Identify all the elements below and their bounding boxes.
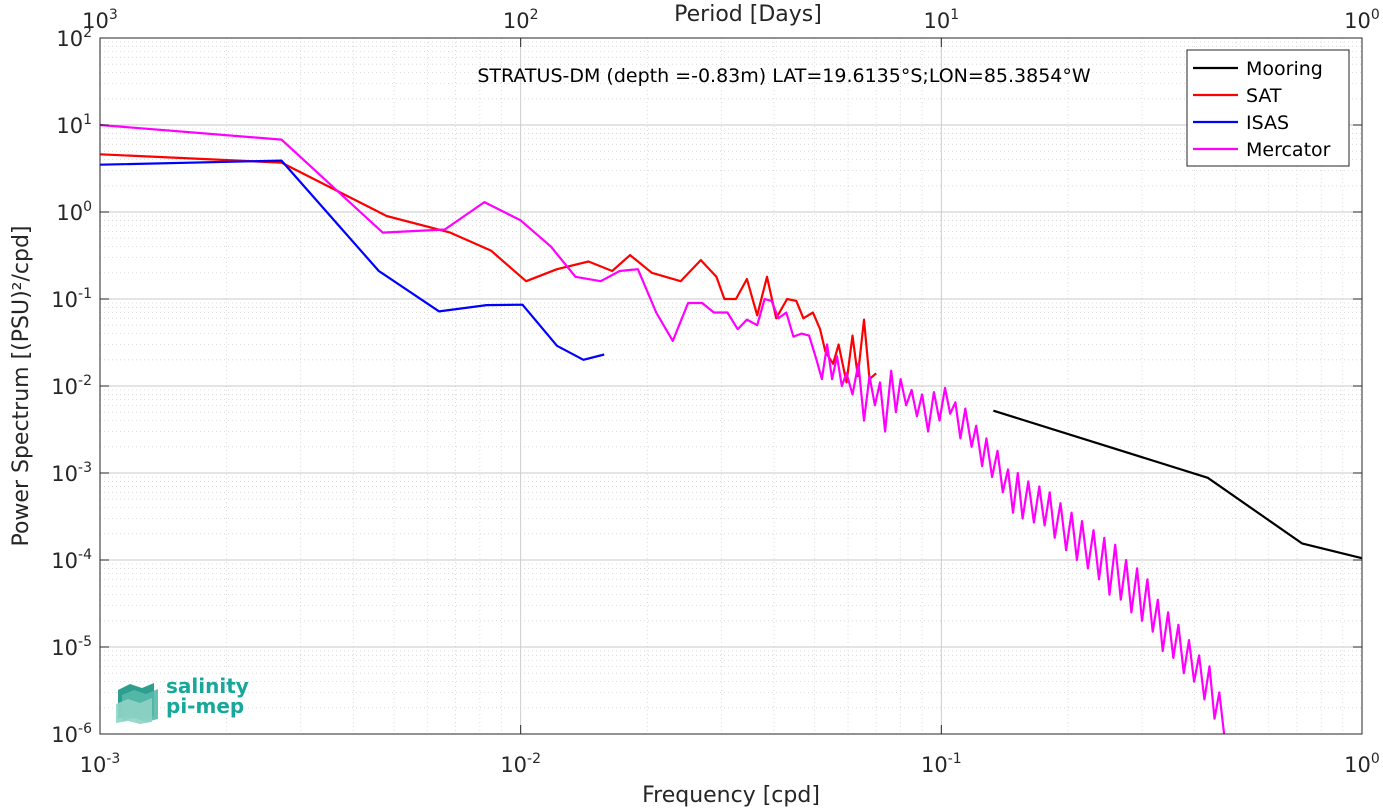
logo-line2: pi-mep bbox=[166, 694, 244, 718]
x-tick-label: 10-1 bbox=[921, 751, 962, 777]
x2-tick-label: 100 bbox=[1344, 7, 1380, 33]
x2-tick-label: 102 bbox=[503, 7, 539, 33]
y-tick-label: 102 bbox=[56, 25, 92, 51]
legend: Mooring SAT ISAS Mercator bbox=[1186, 49, 1350, 167]
x-tick-label: 10-2 bbox=[500, 751, 541, 777]
x-axis-label: Frequency [cpd] bbox=[642, 783, 820, 808]
legend-box bbox=[1186, 49, 1350, 167]
y-tick-label: 10-6 bbox=[51, 721, 92, 747]
legend-label-mooring: Mooring bbox=[1246, 58, 1323, 80]
series-line-mooring bbox=[993, 409, 1363, 560]
y-tick-label: 100 bbox=[56, 199, 92, 225]
series-line-isas bbox=[99, 159, 605, 361]
top-axis-label: Period [Days] bbox=[674, 2, 822, 27]
y-tick-label: 10-5 bbox=[51, 634, 92, 660]
x-tick-label: 100 bbox=[1344, 751, 1380, 777]
legend-label-sat: SAT bbox=[1246, 85, 1282, 107]
x2-tick-label: 101 bbox=[924, 7, 960, 33]
y-tick-label: 10-1 bbox=[51, 286, 92, 312]
tick-marks bbox=[99, 37, 1363, 735]
series-line-sat bbox=[99, 153, 877, 384]
y-tick-label: 10-2 bbox=[51, 373, 92, 399]
x-tick-label: 10-3 bbox=[80, 751, 121, 777]
series-line-mercator bbox=[99, 123, 1226, 735]
legend-label-mercator: Mercator bbox=[1246, 139, 1331, 161]
legend-label-isas: ISAS bbox=[1246, 112, 1289, 134]
y-tick-label: 10-4 bbox=[51, 547, 92, 573]
salinity-pi-mep-logo: salinity pi-mep bbox=[116, 674, 249, 724]
y-tick-label: 101 bbox=[56, 112, 92, 138]
y-axis-label: Power Spectrum [(PSU)²/cpd] bbox=[9, 225, 34, 546]
x2-tick-label: 103 bbox=[82, 7, 118, 33]
wave-logo-icon bbox=[116, 683, 158, 724]
logo-line1: salinity bbox=[166, 674, 249, 698]
y-tick-label: 10-3 bbox=[51, 460, 92, 486]
chart-title: STRATUS-DM (depth =-0.83m) LAT=19.6135°S… bbox=[477, 65, 1091, 87]
series-layer bbox=[99, 123, 1363, 735]
